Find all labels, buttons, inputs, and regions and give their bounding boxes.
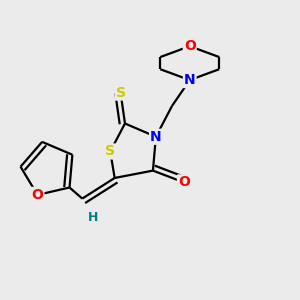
Text: N: N <box>184 73 196 87</box>
Text: O: O <box>178 176 190 189</box>
Text: N: N <box>150 130 162 144</box>
Text: O: O <box>32 188 44 202</box>
Text: S: S <box>116 85 126 100</box>
Text: O: O <box>184 39 196 53</box>
Text: S: S <box>105 145 115 158</box>
Text: H: H <box>87 211 98 224</box>
